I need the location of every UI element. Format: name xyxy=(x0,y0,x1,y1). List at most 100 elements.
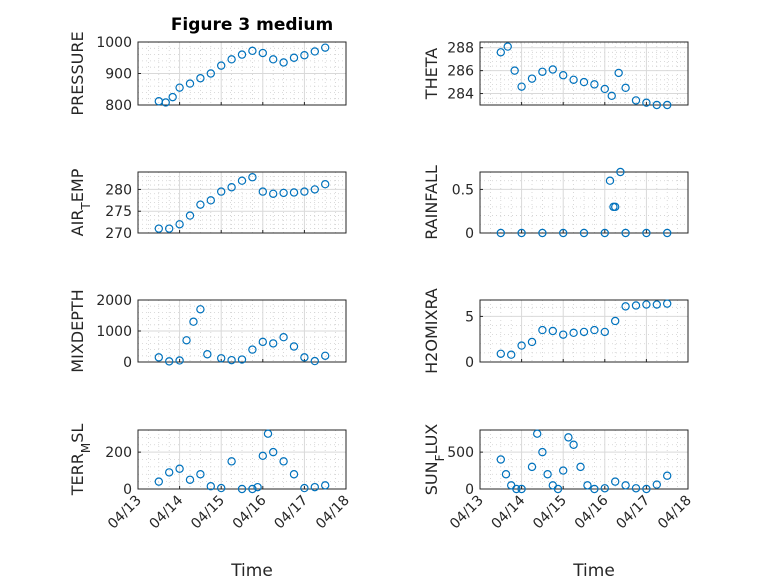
data-point xyxy=(583,481,592,490)
data-point xyxy=(663,228,672,238)
y-tick-label: 270 xyxy=(105,226,132,242)
figure-title: Figure 3 medium xyxy=(171,15,333,35)
data-point xyxy=(300,51,309,60)
y-axis-label: H2OMIXRA xyxy=(422,288,441,374)
x-tick-label: 04/14 xyxy=(147,492,187,532)
data-point xyxy=(321,481,330,490)
data-point xyxy=(663,299,672,308)
data-point xyxy=(175,464,184,473)
data-point xyxy=(227,457,236,466)
data-point xyxy=(279,58,288,67)
data-point xyxy=(631,96,641,105)
data-point xyxy=(527,462,537,472)
data-point xyxy=(527,74,537,83)
data-point xyxy=(248,484,257,494)
data-point xyxy=(507,350,516,359)
data-point xyxy=(258,48,267,58)
data-point xyxy=(289,53,299,62)
x-tick-label: 04/18 xyxy=(655,493,695,533)
y-tick-label: 800 xyxy=(105,98,132,114)
data-point xyxy=(642,228,651,238)
y-axis-label: THETA xyxy=(422,48,441,100)
data-point xyxy=(216,61,226,70)
data-point xyxy=(263,429,273,438)
data-point xyxy=(652,300,662,309)
data-point xyxy=(175,220,184,229)
data-point xyxy=(501,470,511,479)
y-axis-label: PRESSURE xyxy=(68,31,87,115)
data-point xyxy=(579,77,589,87)
y-tick-label: 284 xyxy=(447,87,474,103)
data-point xyxy=(631,484,641,493)
subplot-rainfall: 0 0.5 RAINFALL xyxy=(422,165,689,242)
data-point xyxy=(289,342,299,351)
data-point xyxy=(185,211,195,220)
data-point xyxy=(517,82,526,91)
x-tick-label: 04/13 xyxy=(447,493,487,533)
data-point xyxy=(203,350,212,359)
data-point xyxy=(227,183,236,192)
data-point xyxy=(611,202,620,212)
data-point xyxy=(614,68,623,78)
data-point xyxy=(590,80,599,89)
data-point xyxy=(611,477,620,486)
y-tick-label: 0 xyxy=(123,355,132,371)
x-tick-label: 04/17 xyxy=(613,493,653,533)
data-point xyxy=(538,67,547,76)
data-point xyxy=(600,484,610,493)
data-point xyxy=(237,355,247,364)
data-point xyxy=(611,316,620,326)
data-point xyxy=(154,224,163,233)
data-point xyxy=(527,337,537,347)
data-point xyxy=(510,66,519,75)
data-point xyxy=(605,176,615,185)
data-point xyxy=(642,484,651,494)
data-point xyxy=(310,47,319,56)
subplot-terr-msl: 0 200 TERRMSL 04/13 04/14 04/15 04/16 04/17 04/1… xyxy=(68,424,353,533)
y-tick-label: 0 xyxy=(465,355,474,371)
data-point xyxy=(248,345,257,354)
plot-area xyxy=(479,41,689,106)
axes-border xyxy=(137,299,347,363)
data-point xyxy=(206,196,215,205)
data-point xyxy=(237,484,247,494)
axes-border xyxy=(479,299,689,363)
data-point xyxy=(289,470,299,479)
x-tick-label: 04/14 xyxy=(489,492,529,532)
data-point xyxy=(496,48,505,57)
data-point xyxy=(569,75,578,85)
data-point xyxy=(616,167,625,177)
data-point xyxy=(182,336,191,345)
data-point xyxy=(185,79,195,88)
data-point xyxy=(548,65,558,74)
data-point xyxy=(161,98,170,107)
data-point xyxy=(607,91,616,101)
data-point xyxy=(154,353,163,362)
data-point xyxy=(512,484,521,494)
data-point xyxy=(321,43,330,52)
data-point xyxy=(663,471,672,480)
data-point xyxy=(517,484,526,494)
data-point xyxy=(496,455,505,464)
x-tick-label: 04/18 xyxy=(313,493,353,533)
y-tick-label: 0 xyxy=(465,226,474,242)
data-point xyxy=(300,353,309,362)
x-tick-label: 04/16 xyxy=(572,492,612,532)
y-tick-label: 1000 xyxy=(96,35,132,51)
data-point xyxy=(621,83,630,93)
data-point xyxy=(279,457,288,466)
data-point xyxy=(196,74,205,83)
data-point xyxy=(258,187,267,196)
data-point xyxy=(185,475,195,484)
data-point xyxy=(175,356,184,365)
data-point xyxy=(175,83,184,92)
axes-border xyxy=(137,41,347,106)
data-point xyxy=(168,92,177,102)
data-point xyxy=(538,228,547,238)
y-tick-label: 200 xyxy=(105,445,132,461)
data-point xyxy=(590,325,599,335)
data-point xyxy=(237,50,247,59)
data-point xyxy=(600,84,610,94)
data-point xyxy=(227,55,236,64)
